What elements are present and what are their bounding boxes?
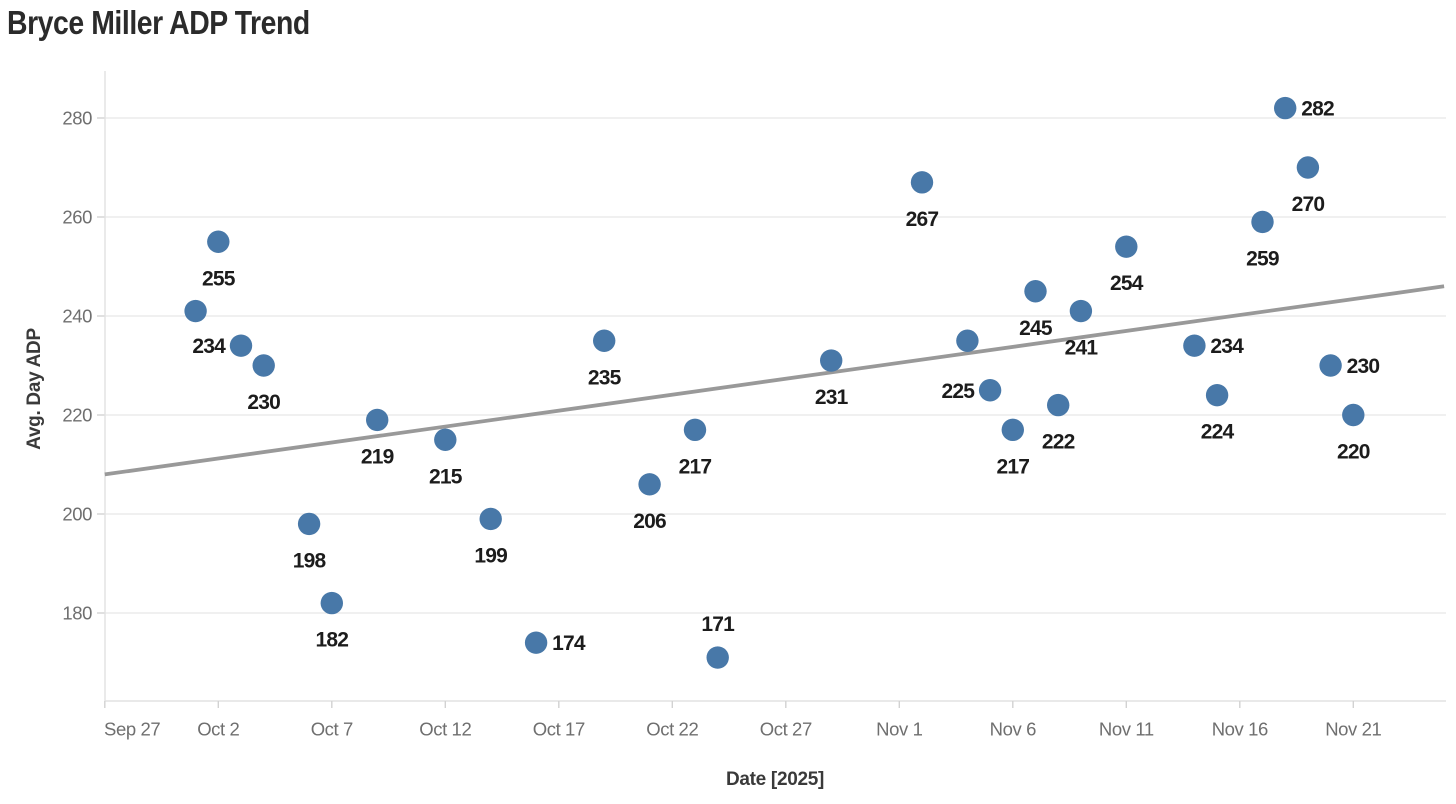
y-tick-label: 260 — [62, 207, 92, 228]
point-label: 217 — [679, 455, 712, 478]
data-point[interactable] — [638, 473, 661, 496]
data-point[interactable] — [1115, 235, 1138, 258]
point-label: 224 — [1201, 421, 1235, 444]
axes: 180 200 220 240 260 280 Sep 27 Oct 2 Oct 7 Oct 12… — [62, 71, 1446, 740]
x-tick-label: Nov 6 — [990, 719, 1036, 740]
point-label: 234 — [1210, 335, 1244, 358]
data-point[interactable] — [1342, 403, 1365, 427]
data-point[interactable] — [1047, 393, 1070, 417]
data-point[interactable] — [1319, 354, 1342, 377]
point-label: 174 — [552, 632, 586, 655]
y-tick-label: 200 — [62, 504, 92, 525]
data-point[interactable] — [366, 408, 389, 432]
data-point[interactable] — [297, 512, 321, 536]
data-point[interactable] — [524, 631, 548, 654]
point-label: 198 — [293, 549, 327, 572]
x-tick-label: Oct 7 — [311, 719, 353, 740]
point-label: 215 — [429, 465, 463, 488]
data-point[interactable] — [252, 354, 275, 377]
x-tick-label: Nov 1 — [876, 719, 922, 740]
x-tick-label: Nov 16 — [1212, 719, 1268, 740]
point-label: 230 — [1347, 355, 1380, 378]
point-label: 231 — [815, 386, 849, 409]
data-point[interactable] — [1183, 334, 1206, 357]
data-point[interactable] — [820, 349, 843, 372]
x-tick-label: Oct 17 — [533, 719, 585, 740]
x-axis-title: Date [2025] — [726, 769, 824, 790]
x-tick-label: Nov 21 — [1325, 719, 1381, 740]
data-point[interactable] — [229, 334, 253, 357]
y-tick-label: 180 — [62, 603, 92, 624]
data-point[interactable] — [1069, 299, 1093, 323]
point-label: 235 — [588, 366, 622, 389]
point-label: 234 — [192, 335, 226, 358]
y-tick-label: 240 — [62, 306, 92, 327]
x-tick-label: Oct 2 — [197, 719, 239, 740]
data-point[interactable] — [184, 299, 207, 323]
data-point[interactable] — [1024, 280, 1047, 303]
data-point[interactable] — [1296, 156, 1320, 179]
y-axis-title: Avg. Day ADP — [24, 328, 45, 450]
data-point[interactable] — [706, 646, 729, 669]
point-label: 259 — [1246, 247, 1279, 270]
data-point[interactable] — [1251, 210, 1274, 234]
point-label: 182 — [315, 629, 348, 652]
x-tick-label: Oct 12 — [419, 719, 471, 740]
data-point[interactable] — [320, 591, 343, 615]
y-tick-label: 280 — [62, 108, 92, 129]
data-point[interactable] — [1205, 384, 1229, 407]
trend-line-layer — [104, 284, 1445, 477]
data-point[interactable] — [434, 428, 457, 451]
point-label: 255 — [202, 267, 236, 290]
point-label: 217 — [996, 455, 1029, 478]
data-point[interactable] — [1274, 96, 1297, 120]
data-point[interactable] — [956, 329, 979, 352]
x-tick-label: Oct 22 — [646, 719, 698, 740]
point-label: 171 — [701, 613, 735, 636]
y-tick-label: 220 — [62, 405, 92, 426]
x-tick-label: Oct 27 — [760, 719, 812, 740]
point-label: 225 — [941, 380, 975, 403]
data-points — [184, 96, 1365, 669]
data-point[interactable] — [683, 418, 707, 442]
data-labels: 255 234 230 198 182 219 215 199 174 235 206 217 171 2… — [192, 98, 1380, 656]
trend-line — [104, 284, 1445, 477]
point-label: 245 — [1019, 317, 1053, 340]
data-point[interactable] — [593, 329, 616, 352]
data-point[interactable] — [1001, 418, 1024, 442]
x-tick-label: Sep 27 — [104, 719, 160, 740]
point-label: 270 — [1292, 193, 1325, 216]
point-label: 267 — [906, 208, 939, 231]
point-label: 220 — [1337, 441, 1370, 464]
page-title: Bryce Miller ADP Trend — [7, 4, 310, 41]
data-point[interactable] — [479, 507, 502, 531]
point-label: 206 — [633, 510, 666, 533]
point-label: 219 — [361, 445, 394, 468]
point-label: 199 — [474, 544, 507, 567]
gridlines — [105, 117, 1446, 614]
point-label: 282 — [1301, 98, 1334, 121]
point-label: 254 — [1110, 272, 1144, 295]
data-point[interactable] — [910, 171, 934, 194]
data-point[interactable] — [207, 230, 230, 253]
point-label: 222 — [1042, 431, 1075, 454]
point-label: 241 — [1065, 337, 1099, 360]
point-label: 230 — [247, 391, 280, 414]
data-point[interactable] — [978, 379, 1002, 402]
x-tick-label: Nov 11 — [1099, 719, 1154, 740]
